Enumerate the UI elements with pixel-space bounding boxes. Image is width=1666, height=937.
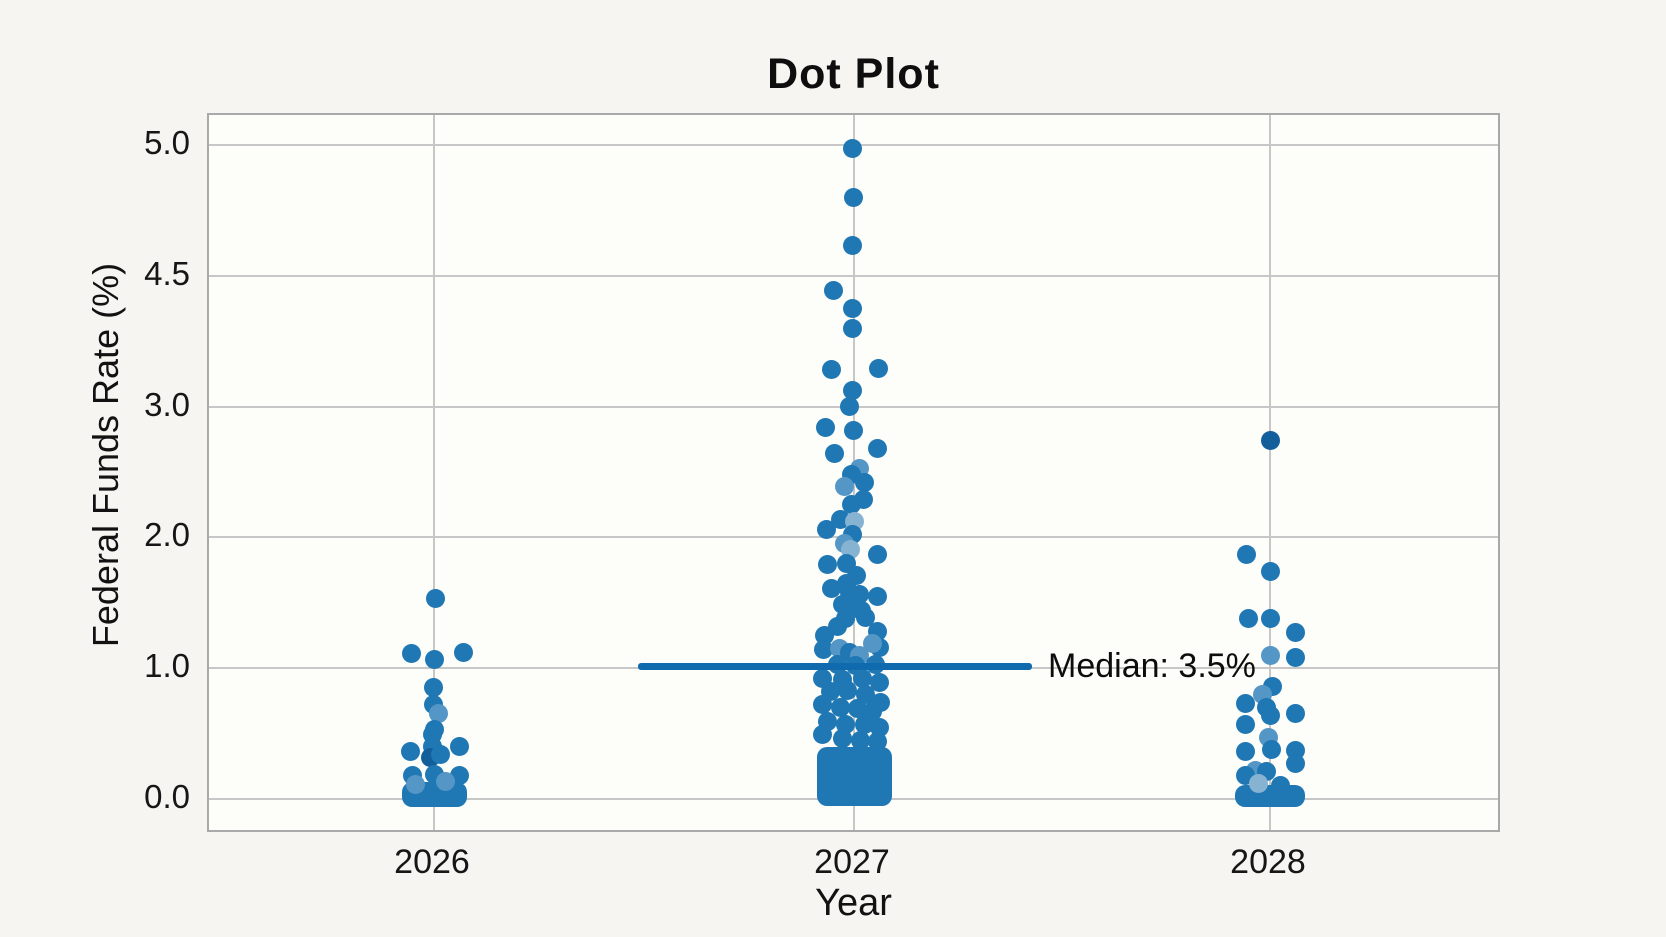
scatter-dot bbox=[428, 704, 448, 724]
scatter-dot bbox=[1261, 739, 1281, 759]
scatter-dot bbox=[834, 476, 854, 496]
scatter-dot bbox=[842, 318, 862, 338]
scatter-dot bbox=[1260, 608, 1280, 628]
scatter-dot bbox=[1238, 608, 1258, 628]
scatter-dot bbox=[842, 139, 862, 159]
scatter-dot bbox=[435, 772, 455, 792]
scatter-dot bbox=[1260, 431, 1280, 451]
scatter-dot bbox=[405, 775, 425, 795]
scatter-dot bbox=[842, 381, 862, 401]
scatter-dot bbox=[840, 539, 860, 559]
scatter-dot bbox=[815, 418, 835, 438]
scatter-dot bbox=[850, 730, 870, 750]
chart-title: Dot Plot bbox=[767, 50, 940, 98]
scatter-dot bbox=[837, 680, 857, 700]
scatter-dot bbox=[832, 729, 852, 749]
scatter-dot bbox=[830, 697, 850, 717]
scatter-dot bbox=[847, 699, 867, 719]
scatter-dot bbox=[424, 649, 444, 669]
scatter-dot bbox=[1270, 776, 1290, 796]
x-tick-label: 2027 bbox=[814, 843, 890, 881]
scatter-dot bbox=[855, 607, 875, 627]
scatter-dot bbox=[430, 745, 450, 765]
y-tick-label: 4.5 bbox=[144, 254, 190, 292]
scatter-dot bbox=[449, 737, 469, 757]
scatter-dot bbox=[835, 608, 855, 628]
scatter-dot bbox=[842, 299, 862, 318]
scatter-dot bbox=[1285, 648, 1305, 668]
scatter-dot bbox=[855, 684, 875, 704]
scatter-dot bbox=[1235, 694, 1255, 714]
scatter-dot bbox=[1260, 705, 1280, 725]
median-line bbox=[638, 663, 1032, 671]
scatter-dot bbox=[812, 695, 832, 715]
plot-area bbox=[207, 113, 1500, 832]
scatter-dot bbox=[821, 360, 841, 380]
scatter-dot bbox=[1285, 704, 1305, 724]
scatter-dot bbox=[824, 444, 844, 464]
scatter-dot bbox=[869, 673, 889, 693]
scatter-dot bbox=[821, 578, 841, 598]
scatter-dot bbox=[839, 397, 859, 417]
y-tick-label: 1.0 bbox=[144, 647, 190, 685]
y-axis-label: Federal Funds Rate (%) bbox=[85, 262, 126, 648]
x-tick-label: 2026 bbox=[394, 843, 470, 881]
scatter-dot bbox=[816, 520, 836, 540]
scatter-dot bbox=[400, 742, 420, 762]
scatter-dot bbox=[869, 717, 889, 737]
scatter-dot bbox=[867, 731, 887, 751]
scatter-dot bbox=[1248, 773, 1268, 793]
scatter-dot bbox=[867, 438, 887, 458]
scatter-dot bbox=[423, 678, 443, 698]
scatter-dot bbox=[453, 643, 473, 662]
scatter-dot bbox=[841, 495, 861, 515]
median-annotation: Median: 3.5% bbox=[1048, 647, 1256, 686]
scatter-dot bbox=[1285, 623, 1305, 643]
scatter-dot bbox=[842, 236, 862, 256]
scatter-dot bbox=[425, 589, 445, 609]
scatter-dot bbox=[823, 280, 843, 300]
scatter-dot bbox=[817, 555, 837, 575]
v-gridline bbox=[1269, 115, 1271, 830]
scatter-dot bbox=[854, 472, 874, 492]
scatter-dot bbox=[843, 187, 863, 207]
scatter-dot bbox=[1235, 714, 1255, 734]
scatter-dot bbox=[862, 633, 882, 653]
scatter-dot bbox=[868, 359, 888, 379]
scatter-dot bbox=[843, 420, 863, 440]
scatter-dot bbox=[813, 640, 833, 660]
scatter-dot bbox=[867, 544, 887, 564]
scatter-dot bbox=[401, 644, 421, 664]
y-tick-label: 5.0 bbox=[144, 124, 190, 161]
scatter-dot bbox=[812, 725, 832, 745]
scatter-dot bbox=[1235, 742, 1255, 762]
scatter-dot bbox=[1236, 544, 1256, 564]
y-tick-label: 2.0 bbox=[144, 516, 190, 554]
scatter-dot bbox=[1260, 645, 1280, 665]
dot-cluster-base bbox=[817, 746, 892, 806]
scatter-dot bbox=[1285, 754, 1305, 774]
dot-cluster-base bbox=[1235, 784, 1305, 807]
scatter-dot bbox=[1260, 561, 1280, 581]
scatter-dot bbox=[854, 714, 874, 734]
scatter-dot bbox=[852, 669, 872, 689]
scatter-dot bbox=[867, 586, 887, 606]
x-tick-label: 2028 bbox=[1230, 843, 1306, 881]
y-tick-label: 0.0 bbox=[144, 778, 190, 815]
y-tick-label: 3.0 bbox=[144, 385, 190, 423]
scatter-dot bbox=[835, 714, 855, 734]
v-gridline bbox=[433, 115, 435, 830]
x-axis-label: Year bbox=[815, 882, 892, 924]
